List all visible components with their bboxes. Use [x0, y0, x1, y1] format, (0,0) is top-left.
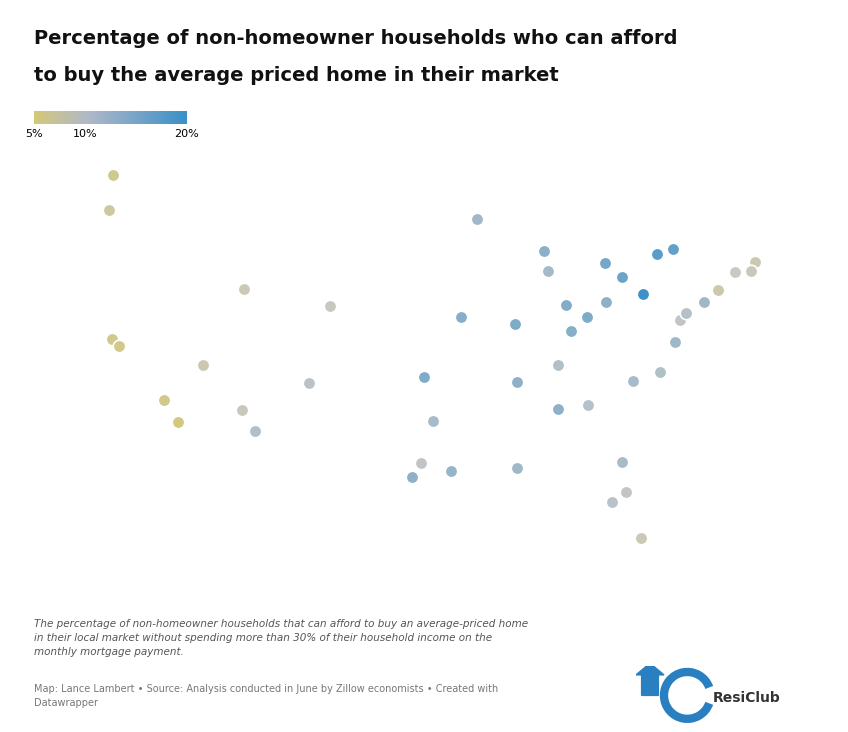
Text: to buy the average priced home in their market: to buy the average priced home in their … — [34, 66, 559, 85]
Text: Percentage of non-homeowner households who can afford: Percentage of non-homeowner households w… — [34, 29, 678, 48]
Text: ResiClub: ResiClub — [712, 691, 780, 706]
FancyArrow shape — [636, 663, 664, 695]
Text: The percentage of non-homeowner households that can afford to buy an average-pri: The percentage of non-homeowner househol… — [34, 619, 528, 657]
Text: Map: Lance Lambert • Source: Analysis conducted in June by Zillow economists • C: Map: Lance Lambert • Source: Analysis co… — [34, 684, 498, 709]
